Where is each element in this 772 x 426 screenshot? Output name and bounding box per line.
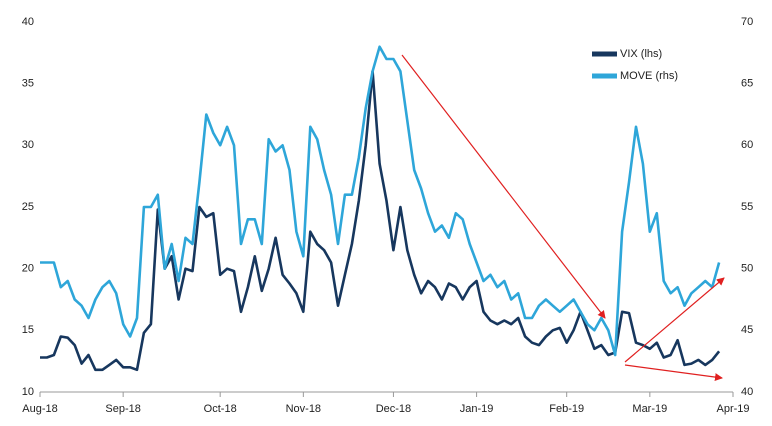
x-tick-label: Nov-18 xyxy=(286,403,321,415)
x-tick-label: Jan-19 xyxy=(460,403,494,415)
y-tick-label: 30 xyxy=(22,139,34,151)
plot-area: 10 15 20 25 30 35 40 40 45 50 55 60 65 70 Aug-18 Sep-18… xyxy=(22,16,754,415)
legend-label: MOVE (rhs) xyxy=(620,70,678,82)
x-tick-label: Oct-18 xyxy=(204,403,237,415)
arrow xyxy=(624,364,723,382)
annotation-arrows xyxy=(401,54,725,382)
y-tick-label: 15 xyxy=(22,324,34,336)
y2-tick-label: 65 xyxy=(741,78,753,90)
y-tick-label: 35 xyxy=(22,78,34,90)
y-tick-label: 20 xyxy=(22,263,34,275)
x-tick-label: Feb-19 xyxy=(549,403,584,415)
x-tick-label: Aug-18 xyxy=(22,403,57,415)
y2-tick-label: 70 xyxy=(741,16,753,28)
legend-label: VIX (lhs) xyxy=(620,48,662,60)
y-tick-label: 40 xyxy=(22,16,34,28)
y2-tick-label: 45 xyxy=(741,324,753,336)
x-tick-label: Sep-18 xyxy=(105,403,140,415)
series-line xyxy=(40,45,721,357)
y-tick-label: 25 xyxy=(22,201,34,213)
series-line xyxy=(40,70,721,372)
arrow xyxy=(624,277,725,363)
x-tick-label: Mar-19 xyxy=(632,403,667,415)
x-tick-label: Apr-19 xyxy=(716,403,749,415)
y-tick-label: 10 xyxy=(22,386,34,398)
y2-tick-label: 60 xyxy=(741,139,753,151)
y2-tick-label: 50 xyxy=(741,263,753,275)
x-tick-label: Dec-18 xyxy=(376,403,411,415)
y2-tick-label: 40 xyxy=(741,386,753,398)
y2-tick-label: 55 xyxy=(741,201,753,213)
arrow xyxy=(401,54,606,319)
